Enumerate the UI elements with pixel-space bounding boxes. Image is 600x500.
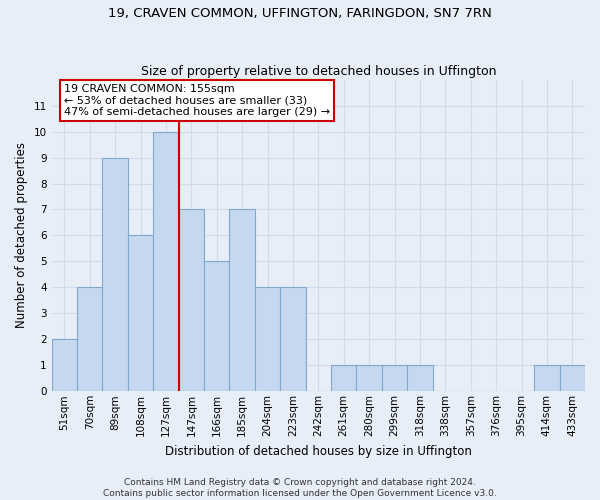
Text: Contains HM Land Registry data © Crown copyright and database right 2024.
Contai: Contains HM Land Registry data © Crown c… <box>103 478 497 498</box>
Bar <box>356 366 382 392</box>
Bar <box>52 340 77 392</box>
Bar <box>534 366 560 392</box>
Bar <box>407 366 433 392</box>
Y-axis label: Number of detached properties: Number of detached properties <box>15 142 28 328</box>
Text: 19, CRAVEN COMMON, UFFINGTON, FARINGDON, SN7 7RN: 19, CRAVEN COMMON, UFFINGTON, FARINGDON,… <box>108 8 492 20</box>
Bar <box>77 288 103 392</box>
Bar <box>382 366 407 392</box>
Bar <box>103 158 128 392</box>
Text: 19 CRAVEN COMMON: 155sqm
← 53% of detached houses are smaller (33)
47% of semi-d: 19 CRAVEN COMMON: 155sqm ← 53% of detach… <box>64 84 331 117</box>
Bar <box>229 210 255 392</box>
Bar <box>153 132 179 392</box>
Bar <box>204 262 229 392</box>
Bar <box>560 366 585 392</box>
X-axis label: Distribution of detached houses by size in Uffington: Distribution of detached houses by size … <box>165 444 472 458</box>
Bar <box>331 366 356 392</box>
Title: Size of property relative to detached houses in Uffington: Size of property relative to detached ho… <box>140 66 496 78</box>
Bar <box>255 288 280 392</box>
Bar <box>128 236 153 392</box>
Bar <box>280 288 305 392</box>
Bar <box>179 210 204 392</box>
